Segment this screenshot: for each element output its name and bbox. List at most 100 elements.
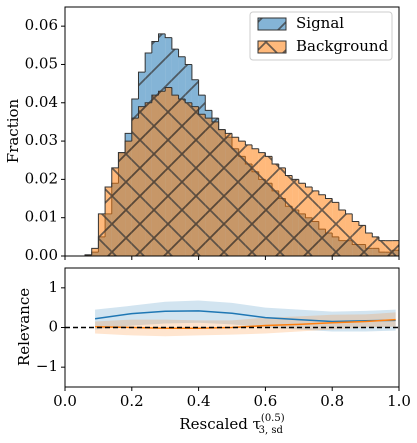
legend-swatch-hatch (257, 17, 287, 31)
y-tick-label: 0.03 (25, 131, 58, 149)
bar-hatch (318, 194, 326, 256)
bar-hatch (245, 144, 253, 256)
bar-outline (258, 148, 266, 154)
y-axis-label: Fraction (4, 98, 22, 163)
bar-hatch (105, 187, 112, 256)
y-axis-label: Relevance (15, 288, 33, 366)
bar-hatch (125, 141, 132, 256)
bar-outline (171, 37, 179, 50)
bar-outline (131, 117, 139, 142)
y-tick-label: 0.01 (25, 208, 58, 226)
y-tick-label: 0.04 (25, 93, 58, 111)
bar-hatch (385, 240, 393, 256)
bar-hatch (118, 152, 126, 256)
bar-hatch (278, 167, 286, 256)
bar-outline (224, 129, 232, 134)
x-axis-label-sup: (0.5) (261, 413, 285, 424)
uncertainty-band (95, 312, 396, 337)
bar-hatch (191, 106, 199, 256)
legend-label: Signal (296, 14, 344, 32)
bar-outline (178, 49, 186, 58)
bar-outline (298, 179, 306, 184)
line (94, 310, 396, 323)
bar-outline (278, 164, 286, 169)
bar-outline (144, 102, 152, 107)
bar-hatch (111, 167, 119, 256)
bar-outline (151, 94, 159, 103)
bar-outline (291, 175, 299, 180)
bar-hatch (285, 175, 293, 256)
x-axis-label-sub: 3, sd (259, 425, 284, 436)
bar-hatch (338, 210, 346, 256)
bar-outline (198, 79, 206, 96)
bar-outline (325, 194, 333, 200)
bar-hatch (225, 133, 232, 256)
legend-swatch-hatch (257, 40, 287, 54)
bar-hatch (358, 225, 366, 256)
y-tick-label: 0.00 (25, 246, 58, 264)
bar-outline (358, 221, 366, 226)
bar-hatch (265, 156, 273, 256)
bar-outline (151, 40, 159, 53)
bar-hatch (392, 240, 399, 256)
bar-hatch (218, 129, 226, 256)
bar-hatch (372, 236, 379, 256)
bar-hatch (158, 91, 166, 257)
bar-hatch (232, 137, 239, 256)
x-tick-label: 0.0 (53, 392, 77, 410)
bar-outline (184, 98, 192, 104)
bar-outline (164, 86, 172, 92)
bar-outline (318, 190, 326, 196)
y-tick-label: 0 (48, 318, 58, 336)
bar-outline (144, 52, 152, 73)
y-tick-label: −1 (36, 357, 58, 375)
y-tick-label: 1 (48, 278, 58, 296)
bar-outline (378, 236, 386, 242)
bar-outline (158, 33, 166, 42)
bar-outline (137, 71, 146, 99)
x-axis-label-main: Rescaled τ (179, 415, 261, 433)
bar-outline (124, 140, 132, 153)
y-tick-label: 0.06 (25, 16, 58, 34)
bar-outline (251, 144, 259, 150)
legend-label: Background (296, 37, 389, 55)
bar-hatch (305, 187, 313, 256)
bar-outline (371, 233, 379, 238)
bar-hatch (325, 198, 333, 256)
bar-outline (111, 167, 119, 188)
bar-hatch (91, 248, 99, 256)
bar-hatch (365, 233, 373, 256)
x-tick-label: 0.8 (320, 392, 344, 410)
bar-outline (218, 121, 226, 131)
axes-frame (64, 6, 400, 257)
x-tick-label: 0.6 (253, 392, 277, 410)
bar-outline (231, 133, 239, 138)
bar-outline (137, 106, 146, 119)
bar-outline (211, 118, 219, 123)
bar-outline (178, 95, 186, 100)
bar-outline (365, 225, 373, 234)
bar-outline (184, 56, 192, 65)
bar-hatch (298, 183, 306, 256)
bar-hatch (292, 179, 299, 256)
bar-outline (198, 106, 206, 115)
bar-outline (331, 198, 339, 203)
bar-outline (117, 152, 126, 168)
bar-outline (164, 33, 172, 39)
bar-hatch (332, 202, 339, 256)
bar-outline (244, 141, 253, 146)
bar-outline (284, 167, 293, 177)
bar-hatch (238, 141, 246, 256)
bar-outline (191, 102, 199, 108)
bar-hatch (352, 221, 359, 256)
bar-outline (271, 156, 279, 165)
bar-hatch (345, 213, 353, 256)
x-tick-label: 0.4 (187, 392, 211, 410)
bar-outline (264, 152, 273, 157)
bar-outline (191, 64, 199, 81)
bar-outline (97, 213, 106, 249)
bar-outline (304, 183, 313, 188)
bar-outline (351, 213, 359, 223)
x-tick-label: 0.2 (120, 392, 144, 410)
